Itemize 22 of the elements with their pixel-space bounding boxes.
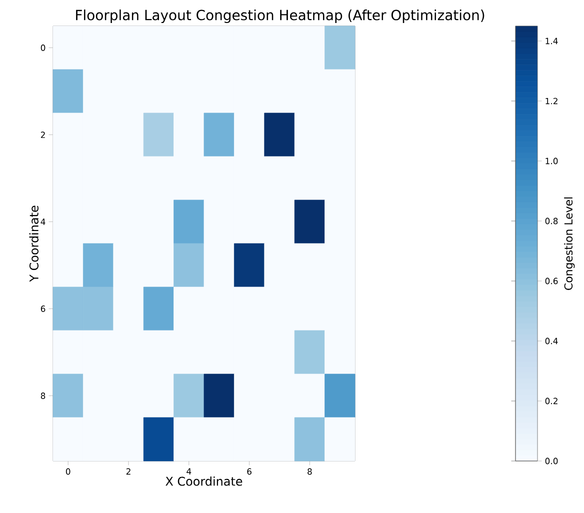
y-tick-label: 2: [40, 132, 45, 138]
y-tick-label: 8: [40, 392, 46, 399]
color-bar-label: 0.4: [545, 338, 558, 344]
color-bar-title: Congestion Level: [564, 197, 575, 290]
chart-title: Floorplan Layout Congestion Heatmap (After Optimization): [76, 10, 484, 24]
y-tick-label: 6: [40, 306, 46, 312]
color-bar-label: 1.2: [546, 98, 558, 104]
color-bar-label: 0.8: [545, 218, 558, 224]
color-bar-label: 0.2: [545, 398, 558, 404]
x-tick-label: 6: [247, 468, 252, 475]
color-bar-label: 0.0: [545, 458, 558, 464]
color-bar-label: 0.6: [545, 278, 558, 284]
x-tick-label: 2: [126, 468, 130, 475]
x-tick-label: 4: [186, 468, 192, 474]
y-tick-label: 4: [40, 218, 46, 225]
color-bar-label: 1.4: [546, 38, 558, 44]
x-tick-label: 8: [308, 468, 312, 475]
x-axis-title: X Coordinate: [166, 476, 242, 486]
y-axis-title: Y Coordinate: [29, 206, 38, 282]
color-bar-label: 1.0: [546, 158, 558, 164]
y-tick-label: 0: [40, 44, 46, 51]
x-tick-label: 0: [66, 468, 70, 475]
